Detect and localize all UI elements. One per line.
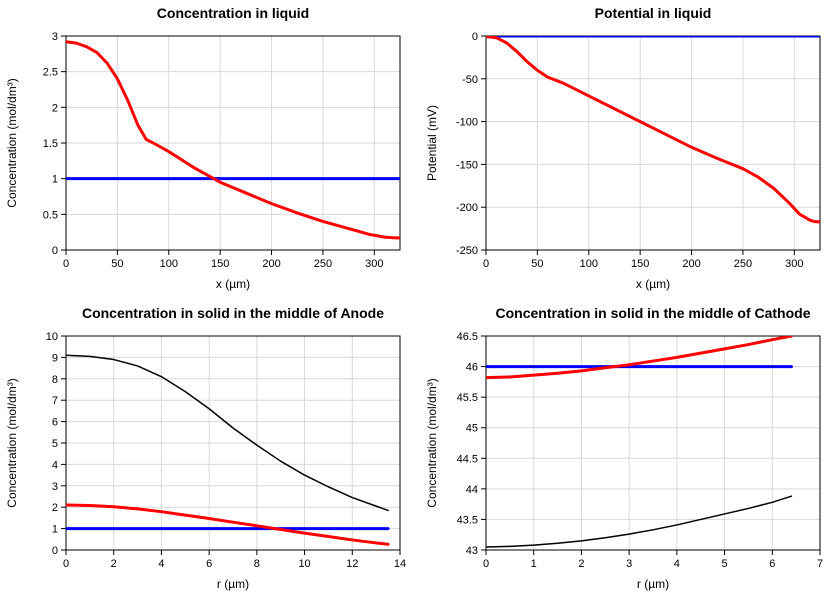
x-axis-label: x (µm) [216, 277, 250, 291]
x-tick-label: 6 [769, 558, 775, 570]
x-tick-label: 300 [785, 258, 803, 270]
x-tick-label: 250 [734, 258, 752, 270]
y-axis-label: Concentration (mol/dm³) [5, 78, 19, 207]
chart-title: Concentration in liquid [157, 5, 309, 21]
chart-title: Potential in liquid [595, 5, 712, 21]
x-tick-label: 2 [111, 558, 117, 570]
y-tick-label: 2 [52, 502, 58, 514]
x-tick-label: 3 [626, 558, 632, 570]
y-tick-label: 45 [466, 423, 478, 435]
chart-panel-potential_liquid: Potential in liquid 0 50 100 150 200 250 300 -25… [420, 0, 840, 300]
x-tick-label: 0 [483, 258, 489, 270]
x-tick-label: 50 [111, 258, 123, 270]
x-tick-label: 2 [578, 558, 584, 570]
x-tick-label: 200 [682, 258, 700, 270]
chart-grid: Concentration in liquid05010015020025030… [0, 0, 840, 600]
x-tick-label: 50 [531, 258, 543, 270]
x-axis-label: r (µm) [637, 577, 669, 591]
y-tick-label: 9 [52, 352, 58, 364]
y-tick-label: 0.5 [43, 209, 58, 221]
x-tick-label: 300 [365, 258, 383, 270]
y-tick-label: 0 [472, 31, 478, 43]
x-tick-label: 6 [206, 558, 212, 570]
y-tick-label: 3 [52, 31, 58, 43]
x-tick-label: 14 [394, 558, 406, 570]
y-tick-label: 4 [52, 459, 58, 471]
x-tick-label: 1 [531, 558, 537, 570]
y-tick-label: -200 [456, 202, 478, 214]
x-tick-label: 0 [63, 558, 69, 570]
x-tick-label: 4 [674, 558, 680, 570]
y-tick-label: 7 [52, 395, 58, 407]
y-tick-label: -150 [456, 159, 478, 171]
chart-title: Concentration in solid in the middle of … [496, 305, 811, 321]
x-tick-label: 150 [211, 258, 229, 270]
y-tick-label: 5 [52, 438, 58, 450]
y-tick-label: 46 [466, 362, 478, 374]
y-axis-label: Potential (mV) [425, 105, 439, 181]
y-tick-label: 3 [52, 481, 58, 493]
y-tick-label: 46.5 [457, 331, 478, 343]
y-tick-label: 44.5 [457, 453, 478, 465]
y-tick-label: -50 [462, 74, 478, 86]
x-tick-label: 10 [298, 558, 310, 570]
y-tick-label: 43 [466, 545, 478, 557]
y-tick-label: 10 [46, 331, 58, 343]
y-tick-label: 0 [52, 245, 58, 257]
x-tick-label: 0 [483, 558, 489, 570]
y-tick-label: 1 [52, 174, 58, 186]
y-tick-label: 8 [52, 374, 58, 386]
y-tick-label: 6 [52, 417, 58, 429]
x-tick-label: 0 [63, 258, 69, 270]
y-axis-label: Concentration (mol/dm³) [425, 378, 439, 507]
x-tick-label: 7 [817, 558, 823, 570]
x-tick-label: 100 [160, 258, 178, 270]
x-tick-label: 150 [631, 258, 649, 270]
x-tick-label: 4 [158, 558, 164, 570]
chart-title: Concentration in solid in the middle of … [82, 305, 384, 321]
y-tick-label: -100 [456, 117, 478, 129]
y-tick-label: 45.5 [457, 392, 478, 404]
y-tick-label: 43.5 [457, 514, 478, 526]
x-tick-label: 5 [722, 558, 728, 570]
y-axis-label: Concentration (mol/dm³) [5, 378, 19, 507]
x-tick-label: 12 [346, 558, 358, 570]
y-tick-label: 2.5 [43, 67, 58, 79]
y-tick-label: -250 [456, 245, 478, 257]
x-tick-label: 8 [254, 558, 260, 570]
y-tick-label: 0 [52, 545, 58, 557]
x-axis-label: x (µm) [636, 277, 670, 291]
x-tick-label: 200 [262, 258, 280, 270]
x-tick-label: 100 [580, 258, 598, 270]
y-tick-label: 1.5 [43, 138, 58, 150]
y-tick-label: 1 [52, 524, 58, 536]
chart-panel-cathode_solid: Concentration in solid in the middle of … [420, 300, 840, 600]
x-tick-label: 250 [314, 258, 332, 270]
y-tick-label: 44 [466, 484, 478, 496]
chart-panel-conc_liquid: Concentration in liquid05010015020025030… [0, 0, 420, 300]
x-axis-label: r (µm) [217, 577, 249, 591]
chart-panel-anode_solid: Concentration in solid in the middle of … [0, 300, 420, 600]
y-tick-label: 2 [52, 102, 58, 114]
